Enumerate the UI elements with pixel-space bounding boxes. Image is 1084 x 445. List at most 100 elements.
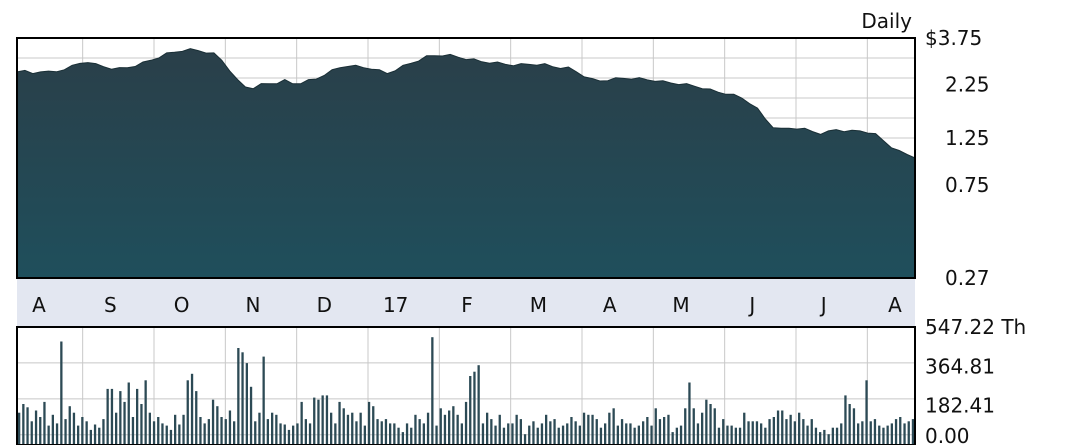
volume-bar	[473, 371, 476, 445]
volume-bar	[806, 425, 809, 445]
volume-bar	[55, 423, 59, 445]
volume-bar	[869, 421, 872, 445]
volume-bar	[169, 429, 173, 445]
volume-bar	[667, 414, 670, 445]
volume-bar	[26, 407, 29, 445]
volume-bar	[233, 421, 236, 445]
month-label: A	[32, 293, 46, 317]
volume-tick-label: 182.41	[925, 394, 995, 418]
volume-bar	[629, 423, 632, 445]
volume-bar	[115, 412, 118, 445]
volume-bar	[486, 412, 489, 445]
volume-bar	[237, 348, 240, 445]
volume-bar	[481, 423, 485, 445]
volume-bar	[793, 421, 796, 445]
volume-bar	[469, 376, 472, 445]
volume-bar	[835, 427, 839, 445]
volume-bar	[705, 399, 708, 445]
volume-bar	[93, 424, 97, 445]
volume-bar	[726, 425, 729, 445]
volume-bar	[840, 423, 843, 445]
volume-bar	[823, 429, 826, 445]
volume-bar	[228, 410, 232, 445]
volume-bar	[127, 382, 130, 445]
price-area	[16, 48, 916, 279]
volume-bar	[182, 414, 185, 445]
volume-bar	[701, 412, 704, 445]
volume-bar	[330, 412, 333, 445]
volume-bar	[848, 404, 851, 445]
volume-bar	[410, 427, 413, 445]
volume-bar	[211, 399, 215, 445]
volume-bars	[18, 337, 915, 445]
volume-bar	[414, 414, 417, 445]
volume-bar	[608, 412, 611, 445]
month-label: J	[747, 293, 755, 317]
volume-bar	[148, 412, 151, 445]
volume-bar	[207, 419, 210, 445]
volume-bar	[612, 408, 615, 445]
volume-bar	[696, 423, 700, 445]
volume-tick-label: 364.81	[925, 354, 995, 378]
volume-bar	[502, 427, 506, 445]
price-panel-frame	[16, 37, 916, 279]
volume-bar	[878, 425, 881, 445]
volume-bar	[781, 410, 784, 445]
volume-bar	[688, 382, 691, 445]
volume-bar	[671, 432, 674, 445]
volume-bar	[372, 406, 375, 445]
volume-bar	[60, 341, 63, 445]
volume-bar	[123, 401, 126, 445]
volume-bar	[658, 419, 662, 445]
price-tick-label: 0.75	[945, 173, 990, 197]
volume-bar	[334, 423, 337, 445]
volume-bar	[532, 421, 535, 445]
volume-bar	[523, 434, 527, 445]
volume-bar	[152, 421, 156, 445]
month-label: D	[317, 293, 332, 317]
volume-bar	[313, 397, 316, 445]
volume-bar	[443, 414, 447, 445]
volume-bar	[190, 373, 194, 445]
volume-bar	[642, 421, 645, 445]
volume-bar	[195, 391, 198, 445]
volume-bar	[224, 419, 227, 445]
volume-bar	[549, 421, 552, 445]
volume-bar	[591, 414, 594, 445]
month-label: N	[246, 293, 261, 317]
volume-tick-label: 0.00	[925, 424, 970, 445]
volume-bar	[296, 423, 299, 445]
volume-bar	[47, 425, 50, 445]
volume-axis-labels: 547.22 Th 364.81 182.41 0.00	[925, 315, 1026, 445]
volume-bar	[199, 417, 202, 445]
volume-bar	[405, 423, 409, 445]
volume-bar	[464, 401, 468, 445]
volume-bar	[692, 408, 695, 445]
volume-bar	[873, 419, 877, 445]
volume-bar	[755, 421, 759, 445]
volume-bar	[498, 414, 501, 445]
volume-bar	[359, 412, 362, 445]
volume-bar	[663, 417, 666, 445]
volume-bar	[540, 423, 544, 445]
volume-bar	[77, 425, 80, 445]
volume-bar	[751, 421, 754, 445]
volume-bar	[384, 419, 388, 445]
volume-bar	[899, 417, 902, 445]
volume-bar	[51, 414, 54, 445]
volume-bar	[827, 434, 830, 445]
volume-bar	[106, 388, 109, 445]
volume-bar	[831, 427, 834, 445]
volume-bar	[477, 365, 480, 445]
volume-bar	[271, 412, 274, 445]
volume-bar	[435, 425, 438, 445]
volume-bar	[582, 412, 586, 445]
volume-bar	[245, 363, 248, 445]
volume-bar	[422, 423, 425, 445]
volume-bar	[654, 408, 657, 445]
volume-bar	[174, 414, 177, 445]
volume-bar	[203, 423, 206, 445]
volume-bar	[22, 404, 25, 445]
volume-bar	[131, 417, 135, 445]
volume-bar	[89, 429, 92, 445]
